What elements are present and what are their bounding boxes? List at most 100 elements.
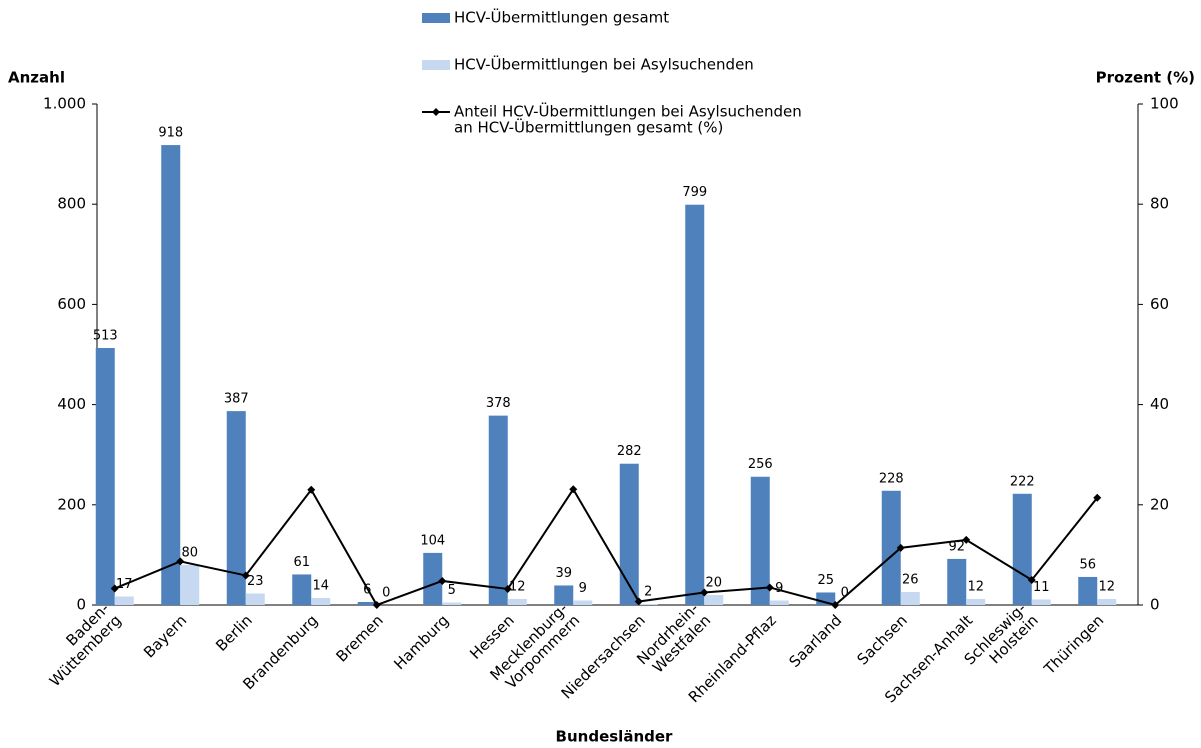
y-tick-label: 200 [57, 495, 86, 513]
bar [357, 601, 377, 605]
line-marker [307, 485, 316, 494]
bar [488, 415, 508, 605]
x-tick-label-group: Schleswig-Holstein [961, 599, 1042, 668]
value-label: 799 [682, 185, 707, 200]
bar [226, 411, 246, 605]
legend-swatch [422, 13, 450, 23]
value-label: 0 [841, 586, 849, 601]
value-label: 513 [93, 328, 118, 343]
x-tick-label-group: Bremen [333, 611, 387, 665]
value-label: 2 [644, 584, 652, 599]
y2-tick-label: 60 [1150, 295, 1169, 313]
x-tick-label: Hamburg [390, 611, 452, 673]
y-tick-label: 0 [76, 596, 86, 614]
bar [769, 600, 789, 605]
value-label: 9 [775, 581, 783, 596]
line-marker [1027, 575, 1036, 584]
line-marker [241, 571, 250, 580]
bar [161, 145, 181, 605]
line-marker [438, 576, 447, 585]
x-tick-label: Thüringen [1040, 611, 1107, 678]
bar [947, 558, 967, 605]
y2-tick-label: 40 [1150, 395, 1169, 413]
value-label: 25 [817, 573, 834, 588]
y-tick-label: 400 [57, 395, 86, 413]
value-label: 39 [555, 566, 572, 581]
x-tick-label-group: Bayern [140, 611, 190, 661]
bar [619, 463, 639, 605]
line [114, 487, 1099, 607]
value-label: 12 [1098, 579, 1115, 594]
value-label: 11 [1033, 580, 1050, 595]
value-label: 12 [967, 579, 984, 594]
value-label: 5 [448, 583, 456, 598]
bar [95, 347, 115, 605]
bar [442, 602, 462, 605]
x-tick-label-group: Sachsen [853, 611, 910, 668]
value-label: 80 [181, 545, 198, 560]
x-tick-label: Sachsen [853, 611, 910, 668]
line-marker [1093, 493, 1102, 502]
y2-tick-label: 20 [1150, 495, 1169, 513]
line-marker [896, 543, 905, 552]
bar [573, 600, 593, 605]
y2-tick-label: 0 [1150, 596, 1160, 614]
y2-tick-label: 80 [1150, 195, 1169, 213]
value-label: 378 [486, 396, 511, 411]
value-label: 104 [420, 533, 445, 548]
y-tick-label: 800 [57, 195, 86, 213]
legend-swatch [422, 60, 450, 70]
value-label: 26 [902, 572, 919, 587]
value-label: 14 [312, 578, 329, 593]
line-marker [110, 584, 119, 593]
bar [554, 585, 574, 605]
bar [900, 591, 920, 605]
legend-label: Anteil HCV-Übermittlungen bei Asylsuchen… [454, 102, 802, 121]
legend-label: HCV-Übermittlungen bei Asylsuchenden [454, 55, 754, 74]
legend-label: an HCV-Übermittlungen gesamt (%) [454, 118, 723, 137]
value-label: 228 [879, 471, 904, 486]
value-label: 56 [1079, 557, 1096, 572]
x-tick-label: Bremen [333, 611, 387, 665]
bar [114, 596, 134, 605]
bar [881, 490, 901, 605]
x-tick-label: Berlin [212, 611, 256, 655]
bar [685, 204, 705, 606]
bar [423, 552, 443, 605]
bar [750, 476, 770, 605]
value-label: 9 [579, 581, 587, 596]
bar [966, 598, 986, 605]
x-tick-label-group: Nordrhein-Westfalen [633, 599, 714, 676]
value-label: 222 [1010, 474, 1035, 489]
value-label: 92 [948, 539, 965, 554]
x-tick-label-group: Saarland [786, 611, 846, 671]
line-marker [700, 588, 709, 597]
y2-tick-label: 100 [1150, 95, 1179, 113]
value-label: 256 [748, 457, 773, 472]
value-label: 12 [509, 579, 526, 594]
x-tick-label-group: Berlin [212, 611, 256, 655]
value-label: 0 [382, 586, 390, 601]
bar [245, 593, 265, 605]
value-label: 918 [158, 126, 183, 141]
line-marker [372, 601, 381, 609]
bar [292, 574, 312, 605]
line-marker [569, 485, 578, 494]
y2-axis-title: Prozent (%) [1096, 69, 1195, 87]
line-marker [831, 601, 840, 609]
y-tick-label: 1.000 [43, 95, 86, 113]
y-tick-label: 600 [57, 295, 86, 313]
x-tick-label: Bayern [140, 611, 190, 661]
x-tick-label-group: Thüringen [1040, 611, 1107, 678]
line-marker [962, 535, 971, 544]
bar [1097, 598, 1117, 605]
value-label: 282 [617, 444, 642, 459]
x-tick-label: Saarland [786, 611, 846, 671]
bar [1012, 493, 1032, 605]
value-label: 61 [293, 555, 310, 570]
y-axis-title: Anzahl [8, 69, 65, 87]
line-marker [765, 583, 774, 592]
x-tick-label-group: Hamburg [390, 611, 452, 673]
line-marker [634, 597, 643, 606]
